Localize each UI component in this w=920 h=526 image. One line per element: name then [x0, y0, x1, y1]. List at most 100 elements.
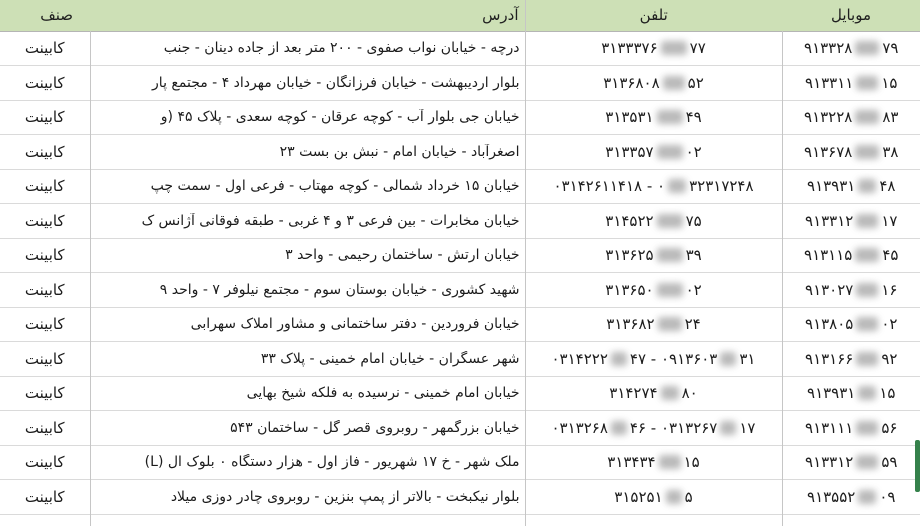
category-cell[interactable]: کابینت	[24, 280, 65, 299]
mobile-cell[interactable]: ۹۱۳۳۱۱ ۱۵	[781, 65, 920, 100]
phone-cell[interactable]: ۳۱۳۳۵۷ ۰۲	[524, 134, 782, 169]
phone-cell[interactable]: ۳۱۴۵۲۲ ۷۵	[524, 203, 782, 238]
phone-cell[interactable]: ۳۱۵۲۵۱ ۵	[524, 479, 782, 514]
redaction-blur	[858, 489, 877, 504]
phone-cell[interactable]: ۳۱۳۶۵۰ ۰۲	[524, 272, 782, 307]
address-text: خیابان ارتش - ساختمان رحیمی - واحد ۳	[285, 247, 520, 264]
number-value: ۹۱۳۰۲۷ ۱۶	[805, 280, 898, 299]
address-text: خیابان امام خمینی - نرسیده به فلکه شیخ ب…	[246, 385, 520, 402]
phone-cell[interactable]: ۰۳۱۴۲۲۲ ۴۷ - ۰۹۱۳۶۰۳ ۳۱	[524, 341, 782, 376]
address-cell[interactable]: خیابان مخابرات - بین فرعی ۳ و ۴ غربی - ط…	[89, 203, 525, 238]
redaction-blur	[657, 317, 682, 332]
table-row: ۹۱۳۰۲۷ ۱۶ ۳۱۳۶۵۰ ۰۲ شهید کشوری - خیابان بوست…	[0, 272, 920, 307]
phone-cell[interactable]: ۰۳۱۴۲۶۱۱۴۱۸ - ۰ ۳۲۳۱۷۲۴۸	[524, 169, 782, 204]
number-value: ۰۳۱۴۲۲۲ ۴۷ - ۰۹۱۳۶۰۳ ۳۱	[551, 349, 756, 368]
phone-cell[interactable]: ۰۳۱۳۲۶۸ ۴۶ - ۰۳۱۳۲۶۷ ۱۷	[524, 410, 782, 445]
phone-cell[interactable]: ۳۱۴۲۷۴ ۸۰	[524, 376, 782, 411]
category-cell[interactable]: کابینت	[24, 418, 65, 437]
category-cell[interactable]: کابینت	[24, 349, 65, 368]
mobile-cell[interactable]: ۹۱۳۱۶۶ ۹۲	[781, 341, 920, 376]
redaction-blur	[856, 420, 879, 435]
category-cell[interactable]: کابینت	[24, 487, 65, 506]
mobile-cell[interactable]: ۹۱۳۹۳۱ ۴۸	[781, 169, 920, 204]
address-cell[interactable]: بلوار نیکبخت - بالاتر از پمپ بنزین - روب…	[89, 479, 525, 514]
redaction-blur	[668, 179, 687, 194]
number-value: ۹۱۳۳۱۲ ۱۷	[805, 211, 898, 230]
phone-cell[interactable]: ۳۱۳۶۲۵ ۳۹	[524, 238, 782, 273]
address-text: بلوار نیکبخت - بالاتر از پمپ بنزین - روب…	[170, 488, 520, 505]
number-value: ۳۱۳۳۳۷۶ ۷۷	[601, 39, 706, 58]
phone-cell[interactable]: ۳۱۳۶۸۲ ۲۴	[524, 307, 782, 342]
column-header-mobile[interactable]: موبایل	[830, 6, 872, 25]
redaction-blur	[610, 420, 627, 435]
column-header-phone[interactable]: تلفن	[524, 0, 782, 31]
redaction-blur	[656, 144, 683, 159]
address-cell[interactable]: خیابان ارتش - ساختمان رحیمی - واحد ۳	[89, 238, 525, 273]
address-cell[interactable]: اصغرآباد - خیابان امام - نبش بن بست ۲۳	[89, 134, 525, 169]
mobile-cell[interactable]: ۹۱۳۰۲۷ ۱۶	[781, 272, 920, 307]
number-value: ۳۱۴۵۲۲ ۷۵	[605, 211, 702, 230]
mobile-cell[interactable]: ۹۱۳۱۱۱ ۵۶	[781, 410, 920, 445]
category-cell[interactable]: کابینت	[24, 453, 65, 472]
redaction-blur	[856, 455, 879, 470]
number-value: ۹۱۳۵۵۲ ۰۹	[807, 487, 896, 506]
category-cell[interactable]: کابینت	[24, 211, 65, 230]
mobile-cell[interactable]: ۹۱۳۹۳۱ ۱۵	[781, 376, 920, 411]
number-value: ۹۱۳۹۳۱ ۱۵	[807, 384, 896, 403]
redaction-blur	[856, 213, 879, 228]
redaction-blur	[656, 213, 683, 228]
category-cell[interactable]: کابینت	[24, 108, 65, 127]
number-value: ۹۱۳۳۲۸ ۷۹	[804, 39, 899, 58]
category-cell[interactable]: کابینت	[24, 73, 65, 92]
address-cell[interactable]: شهر عسگران - خیابان امام خمینی - پلاک ۳۳	[89, 341, 525, 376]
address-cell[interactable]: خیابان امام خمینی - نرسیده به فلکه شیخ ب…	[89, 376, 525, 411]
address-cell[interactable]: خیابان جی بلوار آب - کوچه عرقان - کوچه س…	[89, 100, 525, 135]
address-text: خیابان فروردین - دفتر ساختمانی و مشاور ا…	[190, 316, 520, 333]
category-cell[interactable]	[0, 514, 90, 526]
table-row: ۹۱۳۶۷۸ ۳۸ ۳۱۳۳۵۷ ۰۲ اصغرآباد - خیابان امام -…	[0, 134, 920, 169]
category-cell[interactable]: کابینت	[24, 39, 65, 58]
mobile-cell[interactable]	[781, 514, 920, 526]
mobile-cell[interactable]: ۹۱۳۳۱۲ ۵۹	[781, 445, 920, 480]
address-cell[interactable]: خیابان فروردین - دفتر ساختمانی و مشاور ا…	[89, 307, 525, 342]
address-cell[interactable]: بلوار اردیبهشت - خیابان فرزانگان - خیابا…	[89, 65, 525, 100]
address-text: ملک شهر - خ ۱۷ شهریور - فاز اول - هزار د…	[144, 454, 520, 471]
number-value: ۳۱۵۲۵۱ ۵	[614, 487, 693, 506]
redaction-blur	[855, 41, 880, 56]
category-cell[interactable]: کابینت	[24, 177, 65, 196]
mobile-cell[interactable]: ۹۱۳۳۲۸ ۷۹	[781, 31, 920, 66]
address-cell[interactable]	[89, 514, 525, 526]
partial-row	[0, 514, 920, 526]
mobile-cell[interactable]: ۹۱۳۶۷۸ ۳۸	[781, 134, 920, 169]
address-cell[interactable]: خیابان بزرگمهر - روبروی قصر گل - ساختمان…	[89, 410, 525, 445]
address-cell[interactable]: شهید کشوری - خیابان بوستان سوم - مجتمع ن…	[89, 272, 525, 307]
redaction-blur	[720, 420, 737, 435]
category-cell[interactable]: کابینت	[24, 142, 65, 161]
address-text: خیابان ۱۵ خرداد شمالی - کوچه مهتاب - فرع…	[150, 178, 520, 195]
address-text: اصغرآباد - خیابان امام - نبش بن بست ۲۳	[279, 143, 520, 160]
phone-cell[interactable]: ۳۱۳۴۳۴ ۱۵	[524, 445, 782, 480]
phone-cell[interactable]: ۳۱۳۶۸۰۸ ۵۲	[524, 65, 782, 100]
category-cell[interactable]: کابینت	[24, 384, 65, 403]
mobile-cell[interactable]: ۹۱۳۵۵۲ ۰۹	[781, 479, 920, 514]
mobile-cell[interactable]: ۹۱۳۳۱۲ ۱۷	[781, 203, 920, 238]
mobile-cell[interactable]: ۹۱۳۱۱۵ ۴۵	[781, 238, 920, 273]
address-cell[interactable]: درچه - خیابان نواب صفوی - ۲۰۰ متر بعد از…	[89, 31, 525, 66]
address-cell[interactable]: خیابان ۱۵ خرداد شمالی - کوچه مهتاب - فرع…	[89, 169, 525, 204]
redaction-blur	[662, 75, 685, 90]
phone-cell[interactable]	[524, 514, 782, 526]
redaction-blur	[660, 41, 687, 56]
table-row: ۹۱۳۳۲۸ ۷۹ ۳۱۳۳۳۷۶ ۷۷ درچه - خیابان نواب صفوی…	[0, 31, 920, 66]
mobile-cell[interactable]: ۹۱۳۲۲۸ ۸۳	[781, 100, 920, 135]
mobile-cell[interactable]: ۹۱۳۸۰۵ ۰۲	[781, 307, 920, 342]
column-header-address[interactable]: آدرس	[482, 6, 519, 25]
phone-cell[interactable]: ۳۱۳۵۳۱ ۴۹	[524, 100, 782, 135]
scrollbar-thumb[interactable]	[915, 440, 920, 492]
phone-cell[interactable]: ۳۱۳۳۳۷۶ ۷۷	[524, 31, 782, 66]
category-cell[interactable]: کابینت	[24, 315, 65, 334]
number-value: ۳۱۳۳۵۷ ۰۲	[605, 142, 702, 161]
table-row: ۹۱۳۱۱۱ ۵۶ ۰۳۱۳۲۶۸ ۴۶ - ۰۳۱۳۲۶۷ ۱۷ خیابان بزرگ…	[0, 410, 920, 445]
category-cell[interactable]: کابینت	[24, 246, 65, 265]
address-cell[interactable]: ملک شهر - خ ۱۷ شهریور - فاز اول - هزار د…	[89, 445, 525, 480]
column-header-category[interactable]: صنف	[40, 6, 73, 25]
